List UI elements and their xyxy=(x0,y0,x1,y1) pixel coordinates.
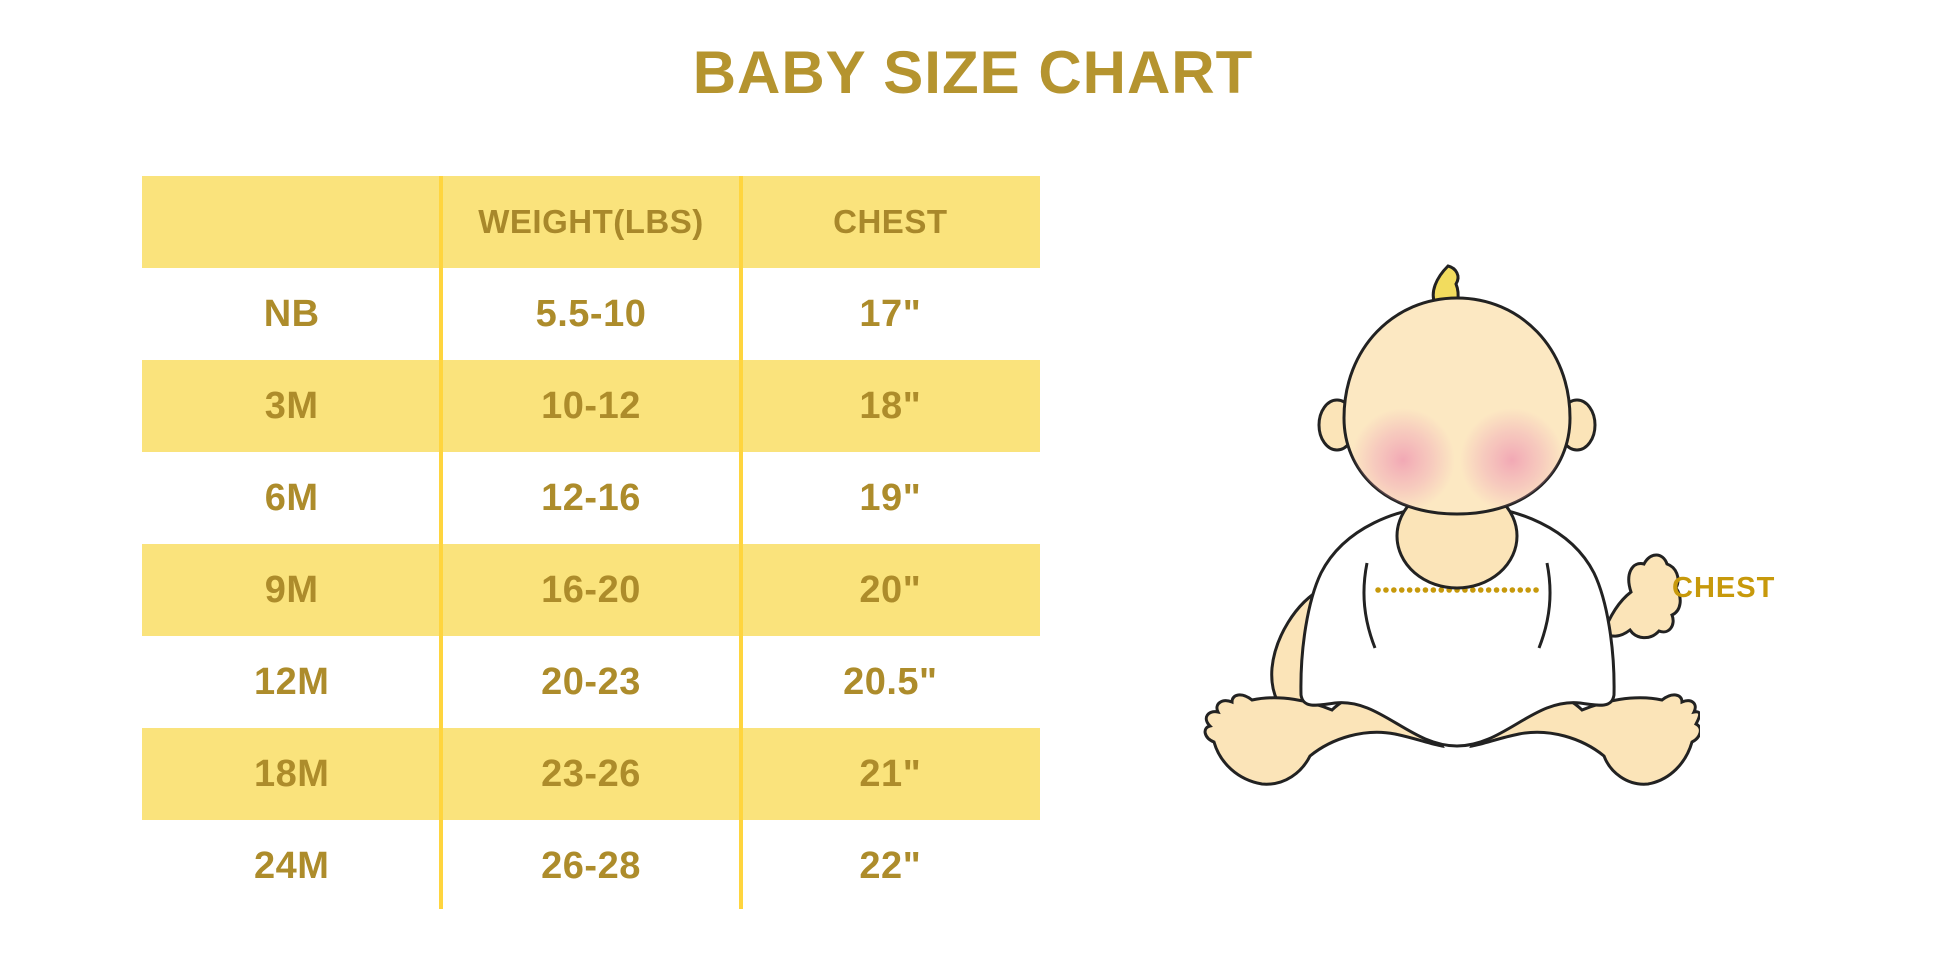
size-cell: 12M xyxy=(253,660,330,703)
table-row-nb: NB 5.5-10 17" xyxy=(142,268,1040,360)
chest-measurement-label: CHEST xyxy=(1672,572,1776,604)
chest-cell: 19" xyxy=(859,476,922,519)
size-cell: 24M xyxy=(253,844,330,887)
header-cell-chest: CHEST xyxy=(833,203,948,240)
baby-cheek-right xyxy=(1460,408,1564,512)
chest-cell: 21" xyxy=(859,752,922,795)
size-cell: NB xyxy=(263,292,320,335)
baby-illustration xyxy=(1203,264,1700,786)
chest-cell: 17" xyxy=(859,292,922,335)
size-cell: 9M xyxy=(264,568,319,611)
size-cell: 6M xyxy=(264,476,319,519)
weight-cell: 23-26 xyxy=(541,752,641,795)
weight-cell: 10-12 xyxy=(541,384,641,427)
table-row-24m: 24M 26-28 22" xyxy=(142,820,1040,912)
page-title: BABY SIZE CHART xyxy=(692,39,1254,106)
table-header-row: WEIGHT(LBS) CHEST xyxy=(142,176,1040,268)
baby-cheek-left xyxy=(1351,408,1455,512)
baby-onesie xyxy=(1299,503,1616,748)
table-row-9m: 9M 16-20 20" xyxy=(142,544,1040,636)
table-row-18m: 18M 23-26 21" xyxy=(142,728,1040,820)
table-row-6m: 6M 12-16 19" xyxy=(142,452,1040,544)
column-divider xyxy=(739,176,743,909)
chest-cell: 20.5" xyxy=(843,660,938,703)
weight-cell: 26-28 xyxy=(541,844,641,887)
chest-cell: 20" xyxy=(859,568,922,611)
header-cell-weight: WEIGHT(LBS) xyxy=(478,203,704,240)
weight-cell: 16-20 xyxy=(541,568,641,611)
header-cell-size xyxy=(142,176,441,268)
table-row-12m: 12M 20-23 20.5" xyxy=(142,636,1040,728)
size-cell: 18M xyxy=(253,752,330,795)
sleeve-slit-left xyxy=(1362,562,1377,649)
size-cell: 3M xyxy=(264,384,319,427)
chest-cell: 18" xyxy=(859,384,922,427)
column-divider xyxy=(439,176,443,909)
baby-arm-right-fist xyxy=(1594,553,1682,657)
weight-cell: 5.5-10 xyxy=(535,292,647,335)
sleeve-slit-right xyxy=(1537,562,1552,649)
weight-cell: 12-16 xyxy=(541,476,641,519)
size-table: WEIGHT(LBS) CHEST NB 5.5-10 17" 3M 10-12… xyxy=(142,176,1040,912)
chest-cell: 22" xyxy=(859,844,922,887)
table-row-3m: 3M 10-12 18" xyxy=(142,360,1040,452)
weight-cell: 20-23 xyxy=(541,660,641,703)
